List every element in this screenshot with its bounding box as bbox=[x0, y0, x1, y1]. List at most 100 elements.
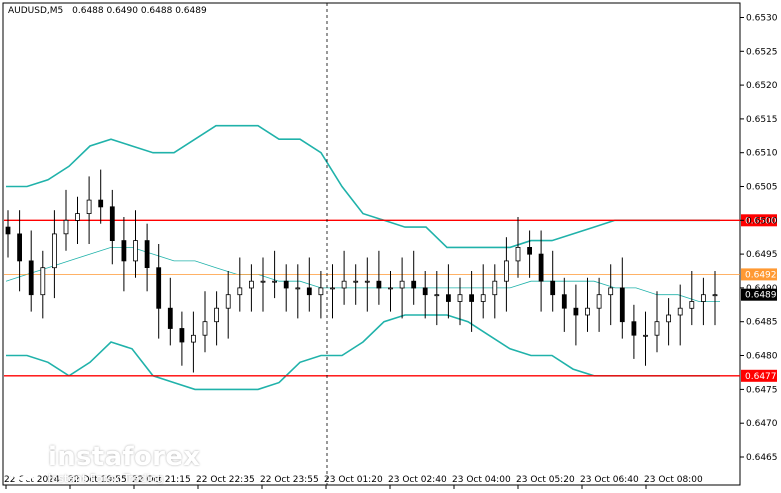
y-tick-label: 0.6465 bbox=[746, 453, 778, 463]
level-tag-label: 0.6500 bbox=[745, 216, 777, 226]
x-tick-label: 23 Oct 06:40 bbox=[580, 475, 639, 485]
y-tick-label: 0.6520 bbox=[746, 81, 778, 91]
ohlc-values: 0.6488 0.6490 0.6488 0.6489 bbox=[72, 6, 207, 16]
candle bbox=[654, 291, 660, 353]
candle bbox=[330, 264, 335, 319]
symbol-label: AUDUSD,M5 bbox=[8, 6, 63, 16]
candle bbox=[214, 291, 220, 346]
candle bbox=[550, 250, 556, 312]
x-tick-label: 22 Oct 21:15 bbox=[132, 475, 191, 485]
candlesticks bbox=[5, 169, 718, 373]
y-tick-label: 0.6505 bbox=[746, 183, 778, 193]
level-tag bbox=[741, 268, 777, 281]
y-tick-label: 0.6525 bbox=[746, 47, 778, 57]
brand-tagline: Instant Forex Trading bbox=[48, 472, 164, 485]
candle bbox=[28, 230, 34, 312]
current-price-label: 0.6489 bbox=[745, 291, 777, 301]
brand-logo-icon bbox=[6, 446, 42, 482]
candle bbox=[411, 250, 417, 305]
plot-frame bbox=[2, 2, 741, 486]
candle bbox=[608, 264, 614, 326]
candle bbox=[179, 311, 185, 366]
candle bbox=[364, 257, 370, 312]
candle bbox=[40, 250, 46, 319]
band-upper-line bbox=[6, 124, 720, 249]
x-tick-label: 23 Oct 05:20 bbox=[516, 475, 575, 485]
y-tick-label: 0.6485 bbox=[746, 318, 778, 328]
candle bbox=[515, 217, 521, 278]
x-tick-label: 23 Oct 02:40 bbox=[388, 475, 447, 485]
candle bbox=[434, 271, 440, 326]
y-tick-label: 0.6500 bbox=[746, 216, 778, 226]
x-tick-label: 23 Oct 08:00 bbox=[644, 475, 703, 485]
x-tick-label: 22 Oct 2024 bbox=[4, 475, 60, 485]
brand-watermark: instaforex Instant Forex Trading bbox=[4, 442, 200, 488]
price-axis: 0.6530 0.6525 0.6520 0.6515 0.6510 0.6505 0.65… bbox=[740, 14, 778, 463]
level-tag-label: 0.6492 bbox=[745, 270, 777, 280]
y-tick-label: 0.6470 bbox=[746, 419, 778, 429]
level-tag bbox=[741, 369, 777, 382]
candle bbox=[689, 271, 695, 326]
candle bbox=[167, 277, 173, 346]
candle bbox=[318, 271, 324, 319]
brand-name: instaforex bbox=[48, 442, 201, 472]
candle bbox=[98, 169, 104, 224]
x-tick-label: 23 Oct 04:00 bbox=[452, 475, 511, 485]
time-axis: 22 Oct 2024 22 Oct 19:55 22 Oct 21:15 22 Oc… bbox=[4, 475, 703, 489]
candle bbox=[237, 257, 243, 312]
y-tick-label: 0.6530 bbox=[746, 14, 778, 24]
candle bbox=[422, 271, 428, 319]
y-tick-label: 0.6475 bbox=[746, 385, 778, 395]
candle bbox=[283, 264, 289, 312]
candle bbox=[17, 210, 23, 292]
current-price-tag bbox=[741, 288, 777, 301]
y-tick-label: 0.6480 bbox=[746, 352, 778, 362]
candle bbox=[561, 277, 567, 332]
y-tick-label: 0.6495 bbox=[746, 250, 778, 260]
x-tick-label: 22 Oct 19:55 bbox=[68, 475, 127, 485]
candle bbox=[272, 250, 278, 299]
candle bbox=[144, 223, 150, 292]
candle bbox=[503, 237, 509, 312]
candle bbox=[225, 271, 231, 339]
candle bbox=[573, 284, 579, 346]
y-tick-label: 0.6515 bbox=[746, 115, 778, 125]
candle bbox=[492, 264, 498, 319]
candle bbox=[341, 250, 347, 305]
candle bbox=[388, 271, 393, 312]
candle bbox=[190, 311, 196, 373]
candle bbox=[712, 271, 718, 326]
candle bbox=[469, 271, 475, 332]
candle bbox=[480, 264, 486, 319]
y-tick-label: 0.6510 bbox=[746, 149, 778, 159]
candle bbox=[445, 264, 451, 319]
candle bbox=[260, 257, 266, 312]
candle bbox=[666, 298, 671, 346]
candle bbox=[643, 311, 648, 366]
candle bbox=[5, 210, 11, 258]
candle bbox=[353, 264, 359, 305]
x-tick-label: 23 Oct 01:20 bbox=[324, 475, 383, 485]
level-tag-label: 0.6477 bbox=[745, 372, 777, 382]
x-tick-label: 22 Oct 22:35 bbox=[196, 475, 255, 485]
x-tick-label: 22 Oct 23:55 bbox=[260, 475, 319, 485]
candle bbox=[75, 196, 80, 244]
candle bbox=[596, 277, 602, 332]
candle bbox=[631, 304, 637, 359]
candle bbox=[52, 210, 57, 299]
candle bbox=[538, 230, 544, 312]
candle bbox=[585, 277, 590, 332]
candle bbox=[248, 264, 254, 312]
symbol-header: AUDUSD,M5 0.6488 0.6490 0.6488 0.6489 bbox=[8, 6, 207, 16]
candle bbox=[156, 244, 162, 339]
candle bbox=[202, 291, 208, 353]
candle bbox=[86, 176, 92, 244]
candle bbox=[527, 230, 532, 278]
candle bbox=[376, 250, 382, 305]
candle bbox=[306, 257, 312, 312]
candle bbox=[63, 189, 69, 251]
candle bbox=[399, 257, 405, 319]
candle bbox=[619, 257, 625, 339]
